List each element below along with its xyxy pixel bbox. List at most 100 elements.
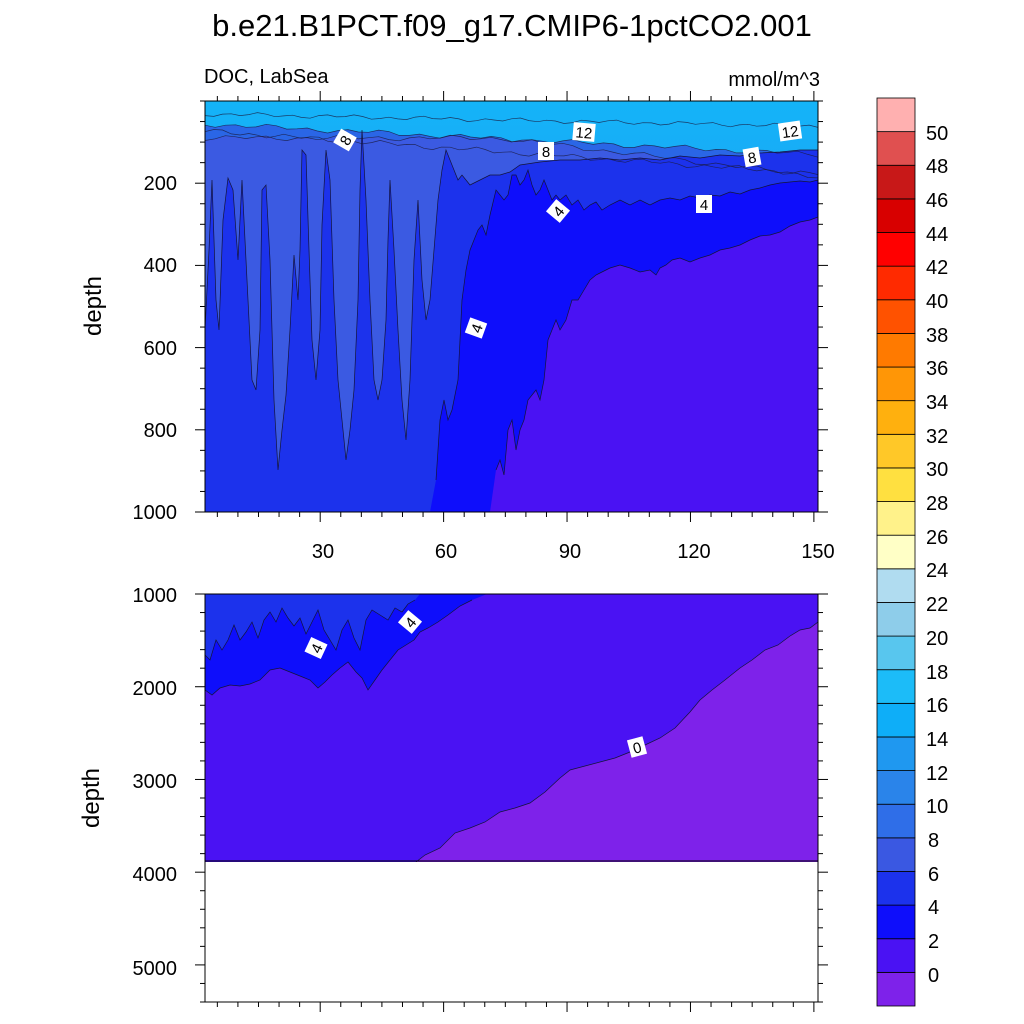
upper-y-tick-labels: 200 400 600 800 1000 <box>133 173 178 524</box>
lower-band-4-6 <box>205 594 420 660</box>
colorbar-box <box>876 400 916 435</box>
svg-text:8: 8 <box>747 149 758 167</box>
y-tick-label: 800 <box>144 420 177 442</box>
colorbar-box <box>876 232 916 267</box>
x-tick-label: 150 <box>801 541 834 563</box>
contour-line <box>205 129 818 471</box>
colorbar-level-label: 8 <box>928 830 939 852</box>
lower-panel: 1000 2000 3000 4000 5000 depth 4 4 0 <box>78 585 828 1012</box>
colorbar-level-label: 50 <box>926 123 948 145</box>
colorbar-level-label: 20 <box>926 628 948 650</box>
svg-text:12: 12 <box>781 123 800 142</box>
colorbar-box <box>876 871 916 906</box>
colorbar-box <box>876 433 916 469</box>
colorbar-level-label: 46 <box>926 190 948 212</box>
colorbar-level-label: 40 <box>926 291 948 313</box>
y-tick-label: 600 <box>144 338 177 360</box>
colorbar-level-label: 44 <box>926 224 948 246</box>
contour-line <box>205 123 818 158</box>
colorbar-level-label: 6 <box>928 864 939 886</box>
colorbar-level-label: 2 <box>928 931 939 953</box>
colorbar-box <box>876 333 916 368</box>
colorbar-level-label: 22 <box>926 594 948 616</box>
colorbar-box <box>876 837 916 872</box>
contour-label: 4 <box>397 610 423 634</box>
contour-label: 8 <box>538 142 554 161</box>
contour-line <box>495 216 818 476</box>
colorbar-box <box>876 770 916 805</box>
colorbar-box <box>876 534 916 570</box>
colorbar-box <box>876 971 916 1007</box>
y-tick-label: 4000 <box>133 864 178 886</box>
colorbar-level-label: 28 <box>926 493 948 515</box>
colorbar-level-label: 4 <box>928 897 939 919</box>
colorbar-level-label: 34 <box>926 392 948 414</box>
subtitle-left: DOC, LabSea <box>204 66 329 88</box>
colorbar-box <box>876 501 916 536</box>
colorbar-box <box>876 904 916 940</box>
upper-panel: 200 400 600 800 1000 30 60 90 120 150 de… <box>80 91 835 563</box>
x-tick-label: 120 <box>677 541 710 563</box>
colorbar-box <box>876 366 916 402</box>
upper-x-tick-labels: 30 60 90 120 150 <box>312 541 835 563</box>
contour-line <box>205 594 416 661</box>
y-tick-label: 1000 <box>133 502 178 524</box>
colorbar-box <box>876 702 916 738</box>
colorbar-box <box>876 938 916 973</box>
colorbar-level-label: 42 <box>926 257 948 279</box>
colorbar-box <box>876 467 916 502</box>
colorbar-box <box>876 198 916 233</box>
upper-contour-lines <box>205 112 818 481</box>
x-tick-label: 30 <box>312 541 334 563</box>
y-tick-label: 2000 <box>133 678 178 700</box>
lower-ticks <box>195 593 828 1012</box>
y-tick-label: 400 <box>144 255 177 277</box>
colorbar-box <box>876 736 916 771</box>
y-tick-label: 1000 <box>133 585 178 607</box>
lower-contour-lines <box>205 594 818 862</box>
lower-y-tick-labels: 1000 2000 3000 4000 5000 <box>133 585 178 980</box>
colorbar-box <box>876 164 916 200</box>
svg-text:4: 4 <box>700 197 708 214</box>
contour-line <box>415 621 818 862</box>
contour-line <box>205 134 818 179</box>
svg-text:8: 8 <box>542 144 550 161</box>
colorbar-level-label: 32 <box>926 426 948 448</box>
colorbar-box <box>876 669 916 704</box>
contour-label: 8 <box>333 128 357 152</box>
colorbar-level-label: 16 <box>926 695 948 717</box>
contour-label: 12 <box>777 120 803 142</box>
colorbar-box <box>876 803 916 839</box>
upper-contour-labels: 8 12 8 12 8 4 4 4 <box>333 120 803 339</box>
y-tick-label: 5000 <box>133 958 178 980</box>
contour-line <box>205 594 473 696</box>
x-tick-label: 90 <box>559 541 581 563</box>
colorbar-labels: 0 2 4 6 8 10 12 14 16 18 20 22 24 26 28 … <box>926 123 948 987</box>
contour-label: 4 <box>545 199 571 223</box>
upper-ticks <box>195 91 828 522</box>
colorbar-box <box>876 299 916 334</box>
contour-label: 4 <box>696 195 712 214</box>
figure-title: b.e21.B1PCT.f09_g17.CMIP6-1pctCO2.001 <box>212 8 812 43</box>
colorbar-box <box>876 97 916 133</box>
contour-label: 4 <box>464 317 488 339</box>
contour-label: 0 <box>626 736 648 758</box>
colorbar-box <box>876 635 916 671</box>
colorbar-boxes <box>876 97 916 1007</box>
contour-label: 4 <box>304 636 328 660</box>
colorbar-level-label: 24 <box>926 560 948 582</box>
upper-band-0-2 <box>490 217 818 512</box>
colorbar-level-label: 12 <box>926 763 948 785</box>
colorbar-box <box>876 131 916 166</box>
y-tick-label: 200 <box>144 173 177 195</box>
colorbar-box <box>876 265 916 301</box>
colorbar-level-label: 18 <box>926 662 948 684</box>
colorbar-level-label: 38 <box>926 325 948 347</box>
lower-y-axis-label: depth <box>78 768 105 828</box>
upper-y-axis-label: depth <box>80 276 107 336</box>
colorbar-level-label: 48 <box>926 156 948 178</box>
contour-line <box>435 168 818 481</box>
lower-contour-labels: 4 4 0 <box>304 610 648 758</box>
colorbar: 0 2 4 6 8 10 12 14 16 18 20 22 24 26 28 … <box>876 97 948 1007</box>
